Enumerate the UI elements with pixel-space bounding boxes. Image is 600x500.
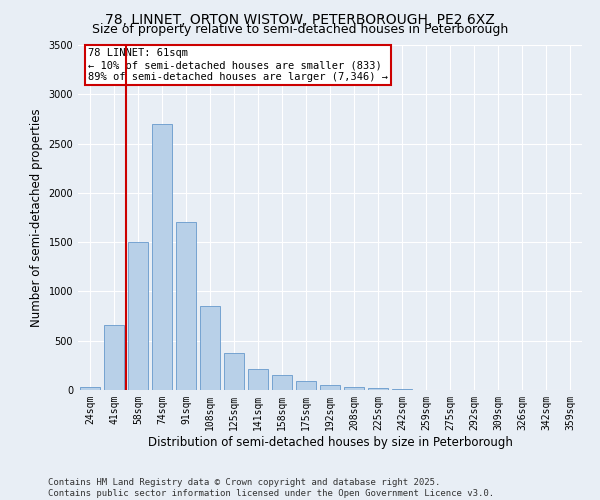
Bar: [344, 387, 364, 390]
Bar: [392, 389, 412, 390]
Bar: [320, 384, 340, 390]
Bar: [224, 353, 244, 390]
Bar: [176, 222, 196, 390]
X-axis label: Distribution of semi-detached houses by size in Peterborough: Distribution of semi-detached houses by …: [148, 436, 512, 448]
Bar: [272, 375, 292, 390]
Text: 78 LINNET: 61sqm
← 10% of semi-detached houses are smaller (833)
89% of semi-det: 78 LINNET: 61sqm ← 10% of semi-detached …: [88, 48, 388, 82]
Bar: [200, 306, 220, 390]
Bar: [296, 381, 316, 390]
Y-axis label: Number of semi-detached properties: Number of semi-detached properties: [30, 108, 43, 327]
Bar: [248, 370, 268, 390]
Bar: [368, 388, 388, 390]
Text: Size of property relative to semi-detached houses in Peterborough: Size of property relative to semi-detach…: [92, 22, 508, 36]
Bar: [128, 242, 148, 390]
Bar: [80, 387, 100, 390]
Text: 78, LINNET, ORTON WISTOW, PETERBOROUGH, PE2 6XZ: 78, LINNET, ORTON WISTOW, PETERBOROUGH, …: [105, 12, 495, 26]
Text: Contains HM Land Registry data © Crown copyright and database right 2025.
Contai: Contains HM Land Registry data © Crown c…: [48, 478, 494, 498]
Bar: [104, 325, 124, 390]
Bar: [152, 124, 172, 390]
